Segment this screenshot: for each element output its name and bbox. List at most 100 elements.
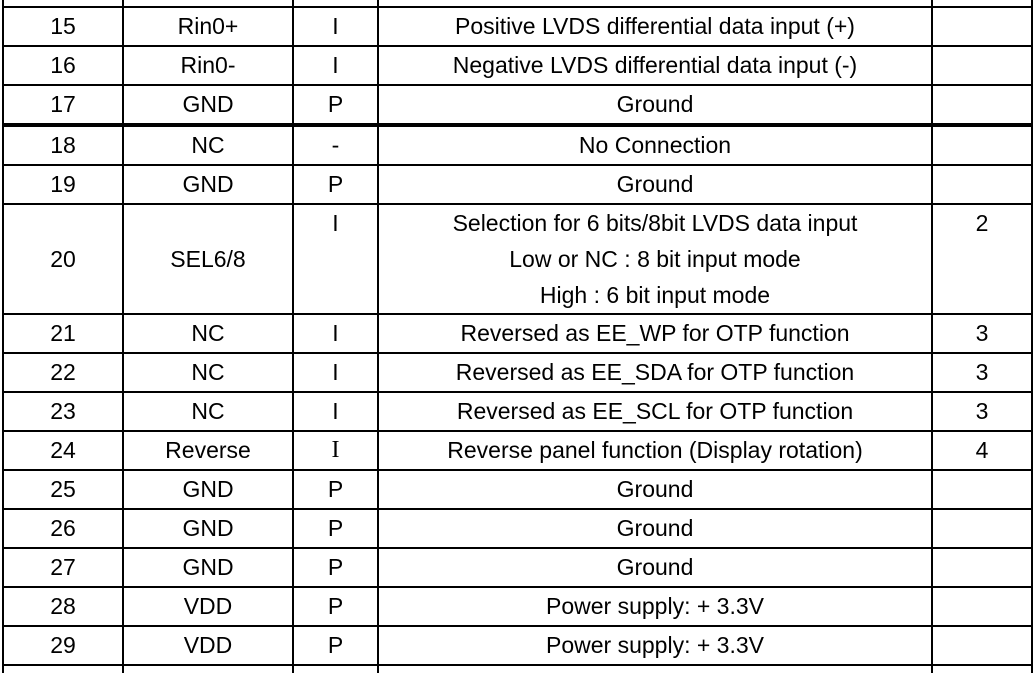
io-cell: I — [292, 6, 379, 47]
description-cell: Reversed as EE_SDA for OTP function — [377, 352, 933, 393]
pin-number-cell: 15 — [2, 6, 124, 47]
symbol-cell: NC — [122, 352, 294, 393]
description-line: Low or NC : 8 bit input mode — [509, 246, 801, 272]
table-row: 21 NC I Reversed as EE_WP for OTP functi… — [2, 313, 1033, 354]
pin-number-cell — [2, 0, 124, 8]
table-row: 22 NC I Reversed as EE_SDA for OTP funct… — [2, 352, 1033, 393]
pin-number-cell: 24 — [2, 430, 124, 471]
symbol-cell: SEL6/8 — [122, 203, 294, 315]
description-cell: Reversed as EE_WP for OTP function — [377, 313, 933, 354]
description-cell: Power supply: + 3.3V — [377, 625, 933, 666]
description-cell: Ground — [377, 84, 933, 126]
io-cell: I — [292, 45, 379, 86]
description-cell: Ground — [377, 508, 933, 549]
pin-number-cell: 25 — [2, 469, 124, 510]
symbol-cell: NC — [122, 313, 294, 354]
table-row: 26 GND P Ground — [2, 508, 1033, 549]
io-cell: - — [292, 123, 379, 166]
io-cell: P — [292, 469, 379, 510]
table-row: 27 GND P Ground — [2, 547, 1033, 588]
io-cell: P — [292, 586, 379, 627]
note-cell — [931, 586, 1033, 627]
description-cell: Selection for 6 bits/8bit LVDS data inpu… — [377, 203, 933, 315]
pin-number-cell: 23 — [2, 391, 124, 432]
description-cell: No Connection — [377, 123, 933, 166]
note-cell: 3 — [931, 313, 1033, 354]
description-cell: Ground — [377, 547, 933, 588]
pin-number-cell: 22 — [2, 352, 124, 393]
io-cell: P — [292, 164, 379, 205]
note-cell — [931, 508, 1033, 549]
description-cell: Reverse panel function (Display rotation… — [377, 430, 933, 471]
io-cell: I — [292, 352, 379, 393]
description-cell: Reversed as EE_SCL for OTP function — [377, 391, 933, 432]
io-cell: I — [292, 391, 379, 432]
description-cell — [377, 0, 933, 8]
symbol-cell: GND — [122, 547, 294, 588]
io-cell: I — [292, 203, 379, 315]
table-row: 28 VDD P Power supply: + 3.3V — [2, 586, 1033, 627]
note-cell — [931, 0, 1033, 8]
note-cell — [931, 123, 1033, 166]
symbol-cell: GND — [122, 84, 294, 126]
description-cell: Power supply: + 3.3V — [377, 586, 933, 627]
table-row: 30 VDD P Power supply: + 3.3V — [2, 664, 1033, 673]
table-row: 15 Rin0+ I Positive LVDS differential da… — [2, 6, 1033, 47]
note-cell — [931, 84, 1033, 126]
description-cell: Positive LVDS differential data input (+… — [377, 6, 933, 47]
note-cell — [931, 664, 1033, 673]
symbol-cell: Rin0+ — [122, 6, 294, 47]
description-line: Selection for 6 bits/8bit LVDS data inpu… — [452, 210, 858, 236]
table-row: 20 SEL6/8 I Selection for 6 bits/8bit LV… — [2, 203, 1033, 315]
note-cell: 3 — [931, 352, 1033, 393]
io-cell: I — [292, 313, 379, 354]
table-row: 18 NC - No Connection — [2, 123, 1033, 166]
io-cell: P — [292, 664, 379, 673]
table-row: 17 GND P Ground — [2, 84, 1033, 126]
io-cell: P — [292, 547, 379, 588]
pin-number-cell: 17 — [2, 84, 124, 126]
pin-number-cell: 30 — [2, 664, 124, 673]
description-cell: Ground — [377, 469, 933, 510]
symbol-cell: Reverse — [122, 430, 294, 471]
description-cell: Negative LVDS differential data input (-… — [377, 45, 933, 86]
pin-number-cell: 29 — [2, 625, 124, 666]
pin-number-cell: 27 — [2, 547, 124, 588]
note-cell — [931, 469, 1033, 510]
symbol-cell: VDD — [122, 586, 294, 627]
description-line: High : 6 bit input mode — [539, 282, 771, 308]
table-row: 19 GND P Ground — [2, 164, 1033, 205]
note-cell — [931, 625, 1033, 666]
symbol-cell — [122, 0, 294, 8]
note-value: 2 — [975, 210, 989, 236]
pin-number-cell: 21 — [2, 313, 124, 354]
pin-number-cell: 20 — [2, 203, 124, 315]
note-cell: 3 — [931, 391, 1033, 432]
symbol-cell: VDD — [122, 664, 294, 673]
table-row: 25 GND P Ground — [2, 469, 1033, 510]
table-row: 29 VDD P Power supply: + 3.3V — [2, 625, 1033, 666]
note-cell: 4 — [931, 430, 1033, 471]
table-row: 24 Reverse I Reverse panel function (Dis… — [2, 430, 1033, 471]
symbol-cell: NC — [122, 123, 294, 166]
symbol-cell: GND — [122, 469, 294, 510]
description-cell: Power supply: + 3.3V — [377, 664, 933, 673]
table-row-partial-top — [2, 0, 1033, 8]
pin-number-cell: 26 — [2, 508, 124, 549]
io-cell: P — [292, 84, 379, 126]
pin-number-cell: 18 — [2, 123, 124, 166]
symbol-cell: GND — [122, 508, 294, 549]
pin-number-cell: 28 — [2, 586, 124, 627]
io-value: I — [332, 210, 339, 236]
note-cell — [931, 547, 1033, 588]
symbol-cell: NC — [122, 391, 294, 432]
io-cell: P — [292, 625, 379, 666]
note-cell — [931, 6, 1033, 47]
symbol-cell: VDD — [122, 625, 294, 666]
note-cell — [931, 45, 1033, 86]
note-cell — [931, 164, 1033, 205]
io-cell: I — [292, 430, 379, 471]
pin-number-cell: 19 — [2, 164, 124, 205]
